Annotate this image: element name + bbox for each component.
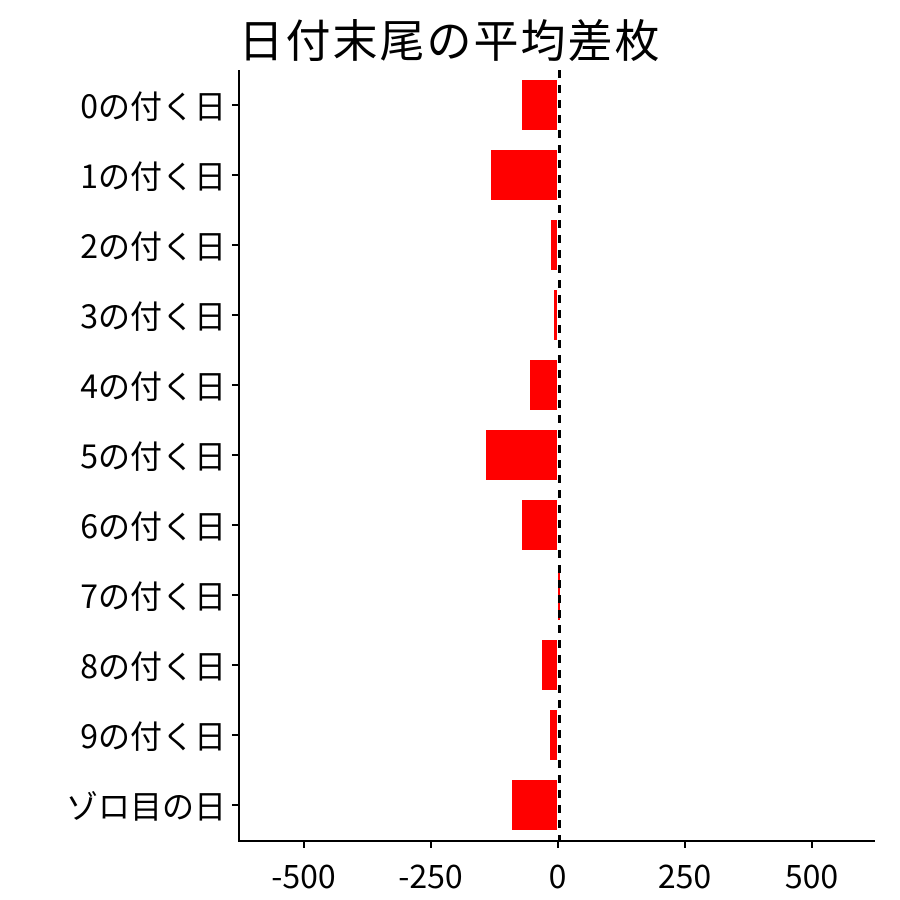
ytick-mark (232, 104, 240, 106)
xtick-label: 0 (549, 852, 567, 898)
xtick-mark (684, 840, 686, 848)
y-axis-line (238, 70, 240, 842)
ytick-label: 7の付く日 (80, 572, 226, 618)
ytick-mark (232, 664, 240, 666)
ytick-mark (232, 594, 240, 596)
bar (491, 150, 557, 200)
chart: 日付末尾の平均差枚 -500-25002505000の付く日1の付く日2の付く日… (0, 0, 900, 900)
ytick-mark (232, 454, 240, 456)
bar (486, 430, 557, 480)
xtick-mark (557, 840, 559, 848)
ytick-label: 9の付く日 (80, 712, 226, 758)
bar (542, 640, 557, 690)
ytick-label: 1の付く日 (80, 152, 226, 198)
xtick-mark (811, 840, 813, 848)
bar (522, 500, 558, 550)
bar (512, 780, 558, 830)
ytick-label: 4の付く日 (80, 362, 226, 408)
ytick-label: 0の付く日 (80, 82, 226, 128)
ytick-mark (232, 314, 240, 316)
bar (550, 710, 558, 760)
ytick-label: 2の付く日 (80, 222, 226, 268)
ytick-label: 8の付く日 (80, 642, 226, 688)
ytick-label: ゾロ目の日 (66, 782, 226, 828)
xtick-label: 500 (785, 852, 838, 898)
xtick-label: 250 (658, 852, 711, 898)
ytick-mark (232, 384, 240, 386)
ytick-mark (232, 174, 240, 176)
bar (530, 360, 558, 410)
chart-title: 日付末尾の平均差枚 (0, 5, 900, 70)
xtick-label: -250 (398, 852, 462, 898)
ytick-label: 3の付く日 (80, 292, 226, 338)
ytick-mark (232, 804, 240, 806)
xtick-mark (303, 840, 305, 848)
ytick-label: 6の付く日 (80, 502, 226, 548)
zero-line (558, 70, 561, 840)
ytick-mark (232, 244, 240, 246)
xtick-mark (430, 840, 432, 848)
ytick-label: 5の付く日 (80, 432, 226, 478)
ytick-mark (232, 734, 240, 736)
ytick-mark (232, 524, 240, 526)
xtick-label: -500 (271, 852, 335, 898)
bar (522, 80, 558, 130)
plot-area: -500-25002505000の付く日1の付く日2の付く日3の付く日4の付く日… (240, 70, 875, 840)
